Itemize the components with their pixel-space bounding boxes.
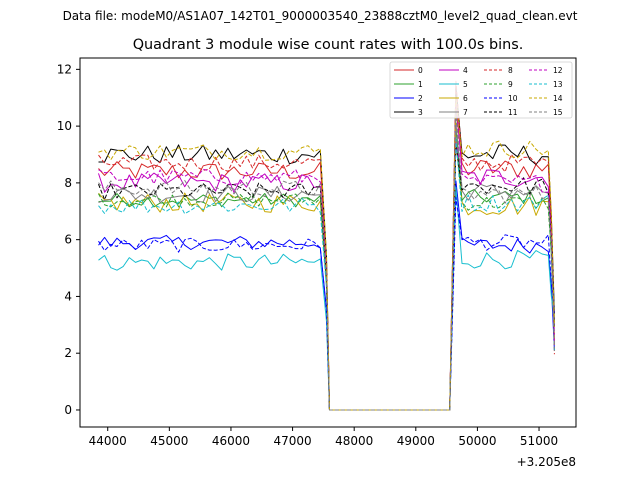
legend-label-3: 3 bbox=[418, 108, 423, 117]
y-axis: 0 2 4 6 8 10 12 bbox=[57, 62, 80, 417]
chart-title: Quadrant 3 module wise count rates with … bbox=[133, 37, 524, 53]
x-tick-label: 46000 bbox=[212, 434, 250, 448]
legend-label-12: 12 bbox=[553, 66, 563, 75]
y-tick-label: 12 bbox=[57, 62, 72, 76]
figure-suptitle: Data file: modeM0/AS1A07_142T01_90000035… bbox=[63, 9, 578, 23]
legend-box bbox=[389, 61, 573, 119]
legend-label-6: 6 bbox=[463, 94, 468, 103]
legend-label-9: 9 bbox=[508, 80, 513, 89]
series-line-11 bbox=[98, 142, 555, 411]
legend-label-0: 0 bbox=[418, 66, 423, 75]
x-tick-label: 49000 bbox=[397, 434, 435, 448]
legend-label-7: 7 bbox=[463, 108, 468, 117]
x-tick-label: 45000 bbox=[150, 434, 188, 448]
x-tick-label: 44000 bbox=[89, 434, 127, 448]
legend-label-14: 14 bbox=[553, 94, 563, 103]
y-tick-label: 8 bbox=[64, 176, 72, 190]
y-tick-label: 6 bbox=[64, 233, 72, 247]
y-tick-label: 2 bbox=[64, 346, 72, 360]
legend-label-5: 5 bbox=[463, 80, 468, 89]
x-tick-label: 51000 bbox=[520, 434, 558, 448]
legend-label-10: 10 bbox=[508, 94, 518, 103]
x-tick-label: 47000 bbox=[273, 434, 311, 448]
legend-label-1: 1 bbox=[418, 80, 423, 89]
y-tick-label: 10 bbox=[57, 119, 72, 133]
legend-label-13: 13 bbox=[553, 80, 563, 89]
y-tick-label: 4 bbox=[64, 289, 72, 303]
legend-label-2: 2 bbox=[418, 94, 423, 103]
series-layer bbox=[98, 80, 555, 411]
legend-label-11: 11 bbox=[508, 108, 518, 117]
y-tick-label: 0 bbox=[64, 403, 72, 417]
series-line-15 bbox=[98, 110, 555, 411]
x-tick-label: 50000 bbox=[458, 434, 496, 448]
x-offset-label: +3.205e8 bbox=[517, 455, 576, 469]
legend-label-8: 8 bbox=[508, 66, 513, 75]
series-line-10 bbox=[98, 196, 555, 411]
x-tick-label: 48000 bbox=[335, 434, 373, 448]
plot-frame bbox=[79, 57, 577, 428]
plot-area bbox=[79, 57, 577, 428]
x-axis: 44000 45000 46000 47000 48000 49000 50000 51000 bbox=[89, 427, 558, 448]
legend-label-15: 15 bbox=[553, 108, 563, 117]
legend-label-4: 4 bbox=[463, 66, 468, 75]
